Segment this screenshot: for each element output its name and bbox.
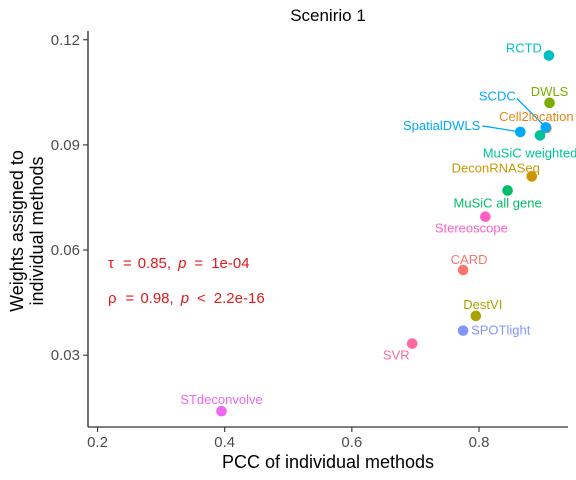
point-label-card: CARD [451,252,488,267]
spearman-p-letter: p [180,290,189,307]
kendall-operator: = [194,255,203,272]
y-axis-title: Weights assigned to individual methods [7,150,47,312]
kendall-comma: , [167,255,171,272]
kendall-symbol: τ [108,255,114,272]
kendall-equals: = [123,255,132,272]
spearman-symbol: ρ [108,290,117,307]
kendall-p-letter: p [177,255,186,272]
point-label-music-weighted: MuSiC weighted [483,145,576,160]
spearman-operator: < [197,290,206,307]
x-tick-label: 0.8 [469,434,490,451]
point-label-cell2location: Cell2location [499,109,573,124]
point-stdeconvolve [216,405,227,417]
leader-line-scdc [516,97,547,128]
point-label-scdc: SCDC [479,88,516,103]
kendall-value: 0.85 [138,255,167,272]
y-axis-title-line-1: Weights assigned to [7,150,27,312]
x-axis-ticks: 0.2 0.4 0.6 0.8 [87,427,489,451]
y-axis-ticks: 0.03 0.06 0.09 0.12 [51,32,88,364]
point-label-deconrnaseq: DeconRNASeq [452,160,540,175]
point-svr [406,338,418,349]
point-label-svr: SVR [383,348,410,363]
point-scdc [540,122,552,133]
x-tick-label: 0.2 [87,434,108,451]
x-tick-label: 0.4 [214,434,235,451]
point-labels: RCTDDWLSCell2locationSCDCSpatialDWLSMuSi… [180,41,576,408]
spearman-comma: , [170,290,174,307]
y-tick-label: 0.12 [51,32,80,49]
point-stereoscope [480,211,491,223]
spearman-p-value: 2.2e-16 [214,290,265,307]
point-card [457,264,469,276]
data-points [216,50,555,417]
point-label-stereoscope: Stereoscope [435,221,508,236]
point-rctd [543,50,555,61]
label-leader-lines [482,97,547,133]
point-music-weighted [534,130,546,141]
y-axis-title-line-2: individual methods [27,156,47,305]
y-tick-label: 0.03 [51,347,80,364]
x-tick-label: 0.6 [341,434,362,451]
point-label-spotlight: SPOTlight [471,323,531,338]
spearman-equals: = [126,290,135,307]
point-label-spatialdwls: SpatialDWLS [403,118,481,133]
spearman-annotation: ρ = 0.98, p <2.2e-16 [108,290,265,307]
chart-title: Scenirio 1 [290,6,366,25]
x-axis-title: PCC of individual methods [222,452,434,472]
spearman-value: 0.98 [140,290,169,307]
point-dwls [544,97,555,109]
point-spatialdwls [515,126,526,138]
kendall-annotation: τ = 0.85, p = 1e-04 [108,255,250,272]
point-destvi [470,310,482,322]
kendall-p-value: 1e-04 [211,255,249,272]
point-label-music-all-gene: MuSiC all gene [454,195,542,210]
y-tick-label: 0.09 [51,137,80,154]
point-label-dwls: DWLS [531,84,569,99]
correlation-annotations: τ = 0.85, p = 1e-04 ρ = 0.98, p <2.2e-16 [108,255,265,307]
point-label-rctd: RCTD [506,41,542,56]
leader-line-spatialdwls [482,125,521,133]
point-spotlight [457,325,469,336]
point-label-stdeconvolve: STdeconvolve [180,392,262,407]
point-deconrnaseq [526,171,538,182]
y-tick-label: 0.06 [51,242,80,259]
point-label-destvi: DestVI [463,297,502,312]
point-music-all-gene [502,185,513,196]
